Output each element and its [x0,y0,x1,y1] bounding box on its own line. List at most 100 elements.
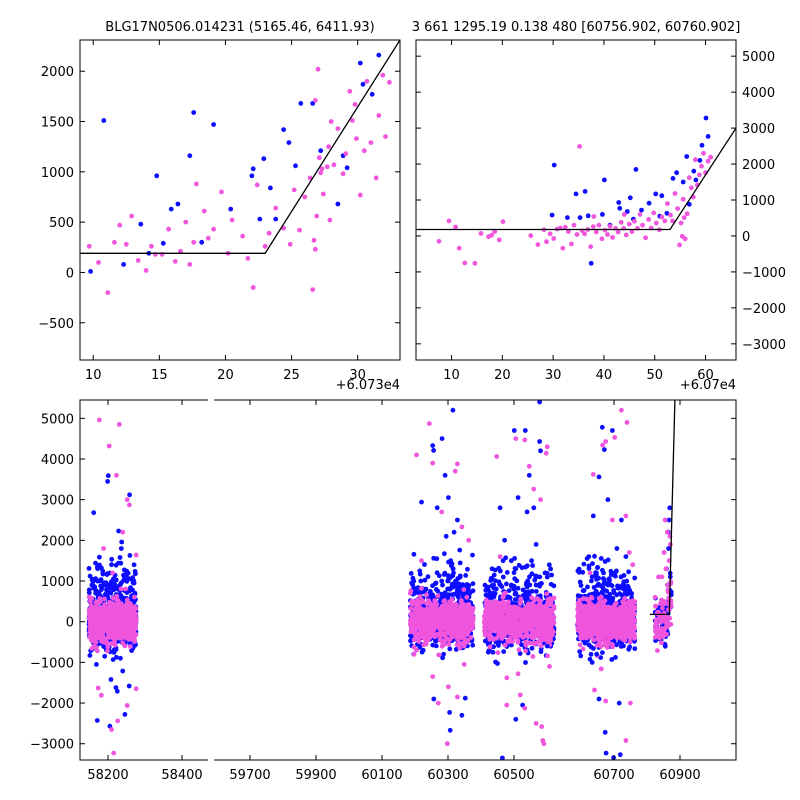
cloud-point-a [581,588,587,593]
cloud-point-a [483,592,489,598]
cloud-point-b [123,586,128,592]
cloud-point-b [457,605,463,611]
data-point-series_b [640,222,645,228]
cloud-point-b [131,619,137,625]
cloud-point-b [544,591,550,597]
cloud-point-b [419,585,424,591]
cloud-point-a [485,649,491,655]
data-point-series_b [599,236,605,242]
cloud-point-b [99,628,105,634]
data-point-series_b [591,214,597,219]
cloud-point-a [596,581,601,587]
data-point-series_b [637,212,643,217]
data-point-series_b [708,154,713,160]
cloud-point-b [445,611,451,617]
cloud-point-a [609,657,615,662]
cloud-point-b [432,598,438,603]
data-point-series_b [266,230,272,236]
data-point-series_b [462,260,468,266]
data-point-series_b [250,285,256,290]
cloud-point-a [417,571,423,577]
data-point-series_a [691,168,697,174]
cloud-point-b [524,630,529,636]
data-point-series_a [88,269,93,274]
y-tick-label: 1500 [41,116,74,131]
cloud-point-b [513,620,519,625]
cloud-point-b [121,618,127,623]
cloud-point-a [445,578,451,584]
x-tick-label: 10 [443,368,460,383]
cloud-point-b [509,612,514,618]
cloud-point-b [513,634,519,640]
cloud-point-a [515,585,521,591]
cloud-point-a [435,588,441,594]
y-tick-label: 1000 [742,194,775,209]
data-point-series_b [324,164,330,170]
data-point-series_a [588,260,594,266]
cloud-point-b [90,614,96,620]
cloud-point-b [408,606,413,611]
cloud-point-b [497,612,502,618]
cloud-point-a [117,555,123,560]
panel-top-left-title: BLG17N0506.014231 (5165.46, 6411.93) [105,20,374,35]
data-point-series_b [668,212,673,218]
data-point-series_b [569,241,574,247]
data-point-series_a [565,215,570,221]
cloud-point-b [432,634,438,640]
data-point-series_b [566,229,571,235]
data-point-series_a [228,206,234,212]
cloud-point-b [95,601,100,607]
cloud-point-b [485,601,491,606]
data-point-series_b [194,181,199,187]
data-point-series_a [551,162,557,168]
cloud-point-a [491,572,497,578]
cloud-point-b [516,647,522,653]
cloud-point-b [415,603,421,608]
data-point-series_b [357,192,363,198]
data-point-series_b [643,235,648,241]
cloud-point-b [529,595,534,600]
cloud-point-b [415,623,420,629]
cloud-point-a [548,581,554,587]
cloud-point-a [548,566,553,572]
data-point-series_a [199,239,205,245]
cloud-point-b [412,631,418,636]
cloud-point-a [104,572,110,577]
data-point-series_a [286,140,292,146]
cloud-point-a [527,582,533,588]
data-point-series_a [273,216,279,222]
cloud-point-b [423,641,429,647]
data-point-series_b [354,136,359,142]
model-line [416,127,736,231]
data-point-series_b [651,210,657,216]
cloud-point-b [492,623,497,629]
cloud-point-b [118,586,124,592]
data-point-series_a [585,213,591,219]
cloud-point-a [544,574,550,580]
data-point-series_b [560,245,566,251]
cloud-point-b [524,610,529,616]
cloud-point-b [495,650,501,656]
cloud-point-a [113,647,119,652]
cloud-point-b [454,624,460,629]
y-tick-label: 0 [742,230,750,245]
cloud-point-b [410,625,416,630]
cloud-point-b [545,653,550,659]
cloud-point-a [422,577,428,583]
cloud-point-a [470,642,476,648]
cloud-point-b [449,616,455,622]
y-tick-label: −1000 [742,266,786,281]
data-point-series_b [380,72,386,78]
data-point-series_b [159,251,165,257]
cloud-point-b [534,596,540,601]
cloud-point-b [482,622,488,628]
cloud-point-a [585,584,590,590]
data-point-series_a [680,179,686,185]
data-point-series_a [705,134,711,139]
x-tick-label: 50 [646,368,663,383]
cloud-point-b [125,618,131,623]
data-point-series_b [678,220,684,226]
x-tick-label: 20 [494,368,511,383]
cloud-point-a [113,562,119,568]
cloud-point-b [524,625,530,630]
